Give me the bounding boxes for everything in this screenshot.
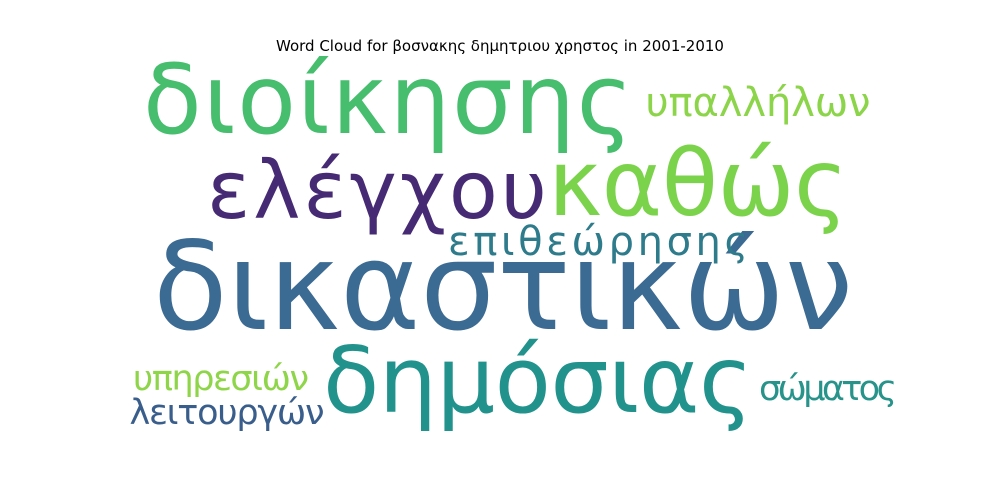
word-7: υπαλλήλων xyxy=(646,80,871,126)
word-10: λειτουργών xyxy=(130,393,325,433)
word-3: καθώς xyxy=(548,130,848,237)
word-2: διοίκησης xyxy=(143,44,633,156)
word-8: υπηρεσιών xyxy=(133,359,309,399)
chart-title: Word Cloud for βοσνακης δημητριου χρηστο… xyxy=(276,37,724,55)
word-9: σώματος xyxy=(759,369,897,409)
word-5: ελέγχου xyxy=(207,144,547,237)
word-6: επιθεώρησης xyxy=(448,219,748,265)
word-1: δικαστικών xyxy=(153,216,853,358)
word-4: δημόσιας xyxy=(323,327,753,434)
